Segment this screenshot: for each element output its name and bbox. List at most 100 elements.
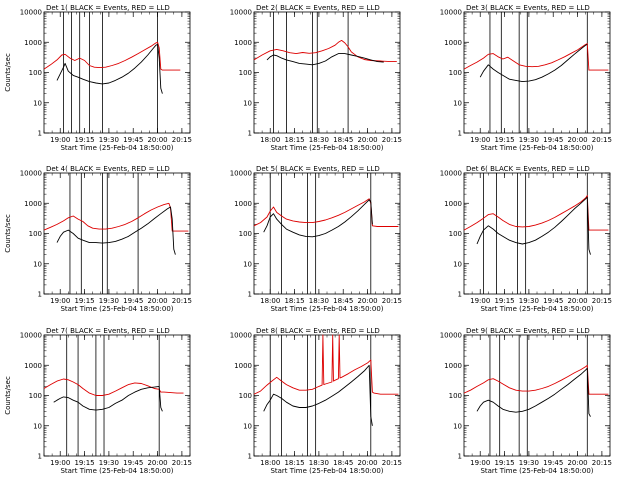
chart-panel: Det 7( BLACK = Events, RED = LLD 1 10 100 10… [4,327,192,475]
x-tick-label: 20:15 [592,459,612,467]
series-line-events [266,53,384,66]
chart-title: Det 3( BLACK = Events, RED = LLD [466,4,590,12]
x-tick-label: 19:45 [543,297,563,305]
x-axis-label: Start Time (25-Feb-04 18:50:00) [60,144,173,152]
y-tick-label: 1000 [24,200,42,208]
x-tick-label: 20:00 [357,297,377,305]
y-tick-label: 100 [449,392,462,400]
chart-panel: Det 3( BLACK = Events, RED = LLD 1 10 100 10… [440,4,612,152]
chart-title: Det 8( BLACK = Events, RED = LLD [256,327,380,335]
y-tick-label: 10 [33,422,42,430]
series-line-lld [253,198,399,227]
chart-panel: Det 9( BLACK = Events, RED = LLD 1 10 100 10… [440,327,612,475]
series-line-events [479,43,588,83]
x-tick-label: 19:30 [99,136,119,144]
series-line-lld [463,364,609,395]
x-tick-label: 20:00 [567,297,587,305]
x-tick-label: 20:00 [357,459,377,467]
x-tick-label: 20:00 [357,136,377,144]
series-line-events [263,199,373,238]
x-tick-label: 18:30 [309,136,329,144]
x-tick-label: 19:15 [494,459,514,467]
plot-frame [463,11,611,134]
chart-title: Det 4( BLACK = Events, RED = LLD [46,165,170,173]
x-tick-label: 18:00 [260,297,280,305]
y-axis-label: Counts/sec [4,214,12,253]
x-tick-label: 18:30 [309,459,329,467]
series-line-lld [43,41,181,71]
x-tick-label: 19:15 [74,297,94,305]
chart-title: Det 5( BLACK = Events, RED = LLD [256,165,380,173]
y-tick-label: 100 [239,392,252,400]
x-tick-label: 18:45 [333,136,353,144]
x-tick-label: 18:45 [333,297,353,305]
x-tick-label: 20:15 [172,136,192,144]
y-tick-label: 100 [29,392,42,400]
x-axis-label: Start Time (25-Feb-04 18:50:00) [480,144,593,152]
series-line-lld [253,39,397,63]
series-line-lld [43,378,184,396]
series-line-lld [463,43,609,71]
y-tick-label: 1000 [24,39,42,47]
y-tick-label: 1000 [444,362,462,370]
y-tick-label: 10000 [440,170,462,178]
y-tick-label: 1000 [24,362,42,370]
y-axis-label: Counts/sec [4,376,12,415]
x-tick-label: 19:45 [123,459,143,467]
y-tick-label: 100 [239,230,252,238]
x-tick-label: 19:30 [519,459,539,467]
x-axis-label: Start Time (25-Feb-04 18:50:00) [60,305,173,313]
x-axis-label: Start Time (25-Feb-04 18:50:00) [60,467,173,475]
series-line-lld [253,334,399,395]
y-tick-label: 10 [243,260,252,268]
x-tick-label: 20:00 [147,297,167,305]
x-tick-label: 19:15 [74,459,94,467]
x-tick-label: 19:00 [470,297,490,305]
x-tick-label: 19:45 [123,297,143,305]
x-tick-label: 19:45 [123,136,143,144]
y-tick-label: 10000 [230,9,252,17]
series-line-events [476,196,591,255]
series-line-events [263,364,373,426]
y-tick-label: 10000 [440,332,462,340]
x-tick-label: 18:30 [309,297,329,305]
x-tick-label: 20:15 [592,136,612,144]
plot-frame [43,11,191,134]
y-tick-label: 10000 [20,9,42,17]
x-tick-label: 19:30 [519,136,539,144]
y-tick-label: 1 [38,453,42,461]
chart-panel: Det 1( BLACK = Events, RED = LLD 1 10 100 10… [4,4,192,152]
x-axis-label: Start Time (25-Feb-04 18:50:00) [480,305,593,313]
x-tick-label: 19:30 [519,297,539,305]
y-tick-label: 1 [248,291,252,299]
plot-frame [43,172,191,295]
y-tick-label: 100 [29,230,42,238]
plot-frame [253,11,401,134]
chart-title: Det 9( BLACK = Events, RED = LLD [466,327,590,335]
x-tick-label: 19:00 [50,459,70,467]
x-tick-label: 20:00 [567,459,587,467]
y-tick-label: 10000 [440,9,462,17]
series-line-events [56,43,163,94]
y-tick-label: 10 [33,260,42,268]
y-tick-label: 1000 [234,39,252,47]
x-tick-label: 19:00 [50,297,70,305]
y-tick-label: 1000 [234,362,252,370]
x-tick-label: 18:15 [284,459,304,467]
y-tick-label: 1 [38,291,42,299]
y-tick-label: 10 [243,422,252,430]
x-tick-label: 20:15 [172,297,192,305]
x-tick-label: 19:00 [470,459,490,467]
x-axis-label: Start Time (25-Feb-04 18:50:00) [270,144,383,152]
chart-title: Det 2( BLACK = Events, RED = LLD [256,4,380,12]
y-tick-label: 100 [29,69,42,77]
y-tick-label: 10000 [230,332,252,340]
y-tick-label: 1 [458,453,462,461]
chart-panel: Det 2( BLACK = Events, RED = LLD 1 10 100 10… [230,4,402,152]
x-tick-label: 20:15 [382,136,402,144]
x-tick-label: 18:45 [333,459,353,467]
y-tick-label: 1 [458,130,462,138]
chart-panel: Det 6( BLACK = Events, RED = LLD 1 10 100 10… [440,165,612,313]
chart-title: Det 6( BLACK = Events, RED = LLD [466,165,590,173]
